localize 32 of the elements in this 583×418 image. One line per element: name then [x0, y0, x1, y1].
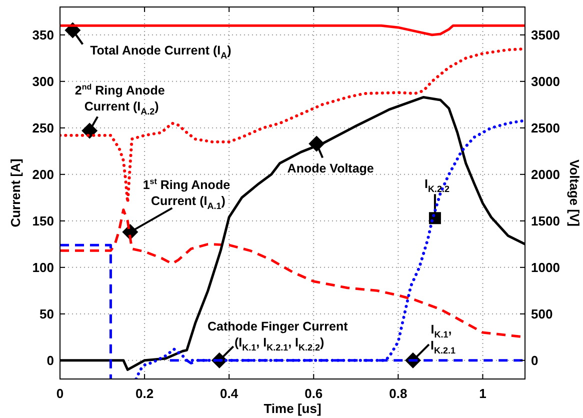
x-axis-title: Time [us]: [264, 401, 322, 416]
y2-tick-label: 3000: [531, 74, 560, 89]
y-tick-label: 300: [32, 74, 54, 89]
y-tick-label: 350: [32, 27, 54, 42]
y2-tick-label: 0: [531, 352, 538, 368]
annotation: I$_{K.2.2}$: [424, 177, 450, 194]
annotation: Cathode Finger Current (I$_{K.1}$, I$_{K.2.1}$, I$_{K.2.2}$): [207, 319, 349, 352]
y2-tick-label: 3500: [531, 27, 560, 42]
x-tick-label: 0.6: [304, 386, 323, 401]
x-tick-label: 1: [479, 386, 486, 401]
annotation: 2$^{nd}$ Ring Anode Current (I$_{A.2}$): [74, 82, 165, 117]
y-tick-label: 100: [32, 260, 54, 275]
x-tick-label: 0.4: [220, 386, 239, 401]
x-tick-label: 0: [56, 386, 64, 401]
annotation: Total Anode Current (I$_{A}$): [90, 43, 232, 60]
annotation: Anode Voltage: [287, 162, 374, 176]
y-tick-label: 250: [32, 120, 54, 136]
y2-tick-label: 1500: [531, 213, 560, 228]
y-tick-label: 200: [32, 166, 54, 182]
y2-tick-label: 2500: [531, 120, 560, 136]
y2-tick-label: 2000: [531, 166, 560, 182]
y2-tick-label: 500: [531, 306, 553, 322]
y2-axis-title: Voltage [V]: [567, 160, 582, 226]
annotation: 1$^{st}$ Ring Anode Current (I$_{A.1}$): [142, 177, 230, 212]
annotation: I$_{K.1}$, I$_{K.2.1}$: [430, 322, 456, 356]
y-tick-label: 150: [32, 213, 54, 228]
x-tick-label: 0.8: [389, 386, 408, 401]
y-axis-title: Current [A]: [8, 158, 23, 228]
y2-tick-label: 1000: [531, 260, 560, 275]
y-tick-label: 0: [46, 352, 54, 368]
y-tick-label: 50: [40, 306, 54, 322]
x-tick-label: 0.2: [136, 386, 154, 401]
